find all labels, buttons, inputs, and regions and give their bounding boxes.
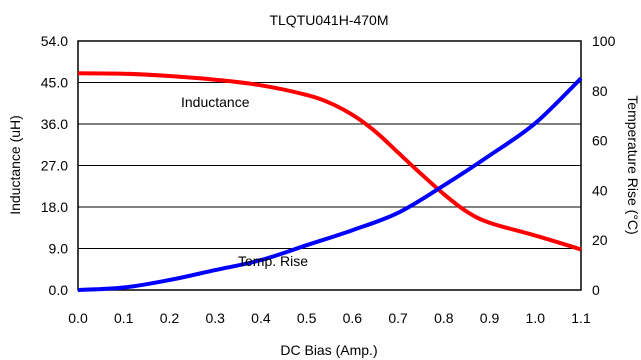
right-tick-label: 80	[592, 83, 608, 99]
right-tick-label: 60	[592, 133, 608, 149]
x-tick-label: 0.7	[388, 310, 408, 326]
left-tick-label: 0.0	[49, 282, 69, 298]
x-tick-label: 0.9	[480, 310, 500, 326]
annotation-temp-rise: Temp. Rise	[238, 253, 308, 269]
x-tick-label: 0.0	[68, 310, 88, 326]
chart-title: TLQTU041H-470M	[269, 12, 388, 28]
x-tick-label: 0.5	[297, 310, 317, 326]
right-tick-label: 100	[592, 33, 616, 49]
right-tick-label: 0	[592, 282, 600, 298]
right-axis-label: Temperature Rise (°C)	[625, 95, 641, 234]
x-tick-label: 0.6	[343, 310, 363, 326]
series-line-temp-rise	[77, 76, 583, 292]
x-tick-label: 1.1	[571, 310, 591, 326]
right-tick-label: 40	[592, 182, 608, 198]
x-tick-label: 0.4	[251, 310, 271, 326]
left-axis-ticks: 0.0 9.0 18.0 27.0 36.0 45.0 54.0	[41, 33, 68, 298]
left-tick-label: 45.0	[41, 75, 68, 91]
left-axis-label: Inductance (uH)	[7, 115, 23, 215]
x-tick-label: 0.8	[434, 310, 454, 326]
left-tick-label: 27.0	[41, 158, 68, 174]
series-lines	[77, 71, 583, 292]
gridlines	[78, 82, 581, 249]
x-axis-label: DC Bias (Amp.)	[280, 342, 377, 358]
right-tick-label: 20	[592, 232, 608, 248]
annotation-inductance: Inductance	[181, 94, 250, 110]
left-tick-label: 18.0	[41, 199, 68, 215]
x-tick-label: 0.2	[160, 310, 180, 326]
left-tick-label: 54.0	[41, 33, 68, 49]
left-tick-label: 9.0	[49, 241, 69, 257]
x-tick-label: 0.3	[205, 310, 225, 326]
x-tick-label: 1.0	[526, 310, 546, 326]
plot-area-frame	[77, 40, 582, 291]
right-axis-ticks: 0 20 40 60 80 100	[592, 33, 616, 298]
x-axis-ticks: 0.0 0.1 0.2 0.3 0.4 0.5 0.6 0.7 0.8 0.9 1.0 1.1	[68, 310, 591, 326]
x-tick-label: 0.1	[114, 310, 134, 326]
series-line-inductance	[77, 71, 582, 252]
left-tick-label: 36.0	[41, 116, 68, 132]
